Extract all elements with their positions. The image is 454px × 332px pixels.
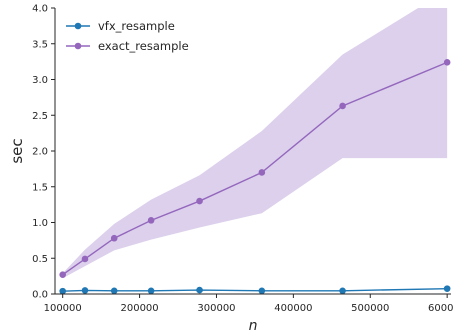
x-tick-label: 400000 [274, 303, 312, 314]
y-tick-label: 1.5 [32, 182, 48, 193]
y-tick-label: 2.5 [32, 111, 48, 122]
data-point-exact_resample [81, 255, 89, 263]
data-point-exact_resample [443, 59, 451, 66]
x-tick-label: 300000 [197, 303, 235, 314]
legend-marker-vfx_resample [74, 22, 82, 30]
data-point-vfx_resample [339, 287, 346, 294]
x-tick-label: 600000 [428, 303, 454, 314]
y-tick-label: 0.0 [32, 290, 48, 301]
data-point-vfx_resample [81, 287, 89, 294]
x-tick-label: 200000 [120, 303, 158, 314]
legend-label-vfx_resample: vfx_resample [98, 19, 175, 33]
y-tick-label: 1.0 [32, 218, 48, 229]
series-line-vfx_resample [62, 287, 448, 292]
series-line-layer [59, 59, 451, 294]
confidence-band-layer [62, 8, 448, 279]
series-line-exact_resample [62, 61, 448, 276]
data-point-vfx_resample [110, 287, 118, 294]
y-tick-label: 0.5 [32, 254, 48, 265]
y-axis-title: sec [8, 138, 26, 163]
data-point-exact_resample [59, 271, 66, 278]
data-point-exact_resample [196, 197, 203, 205]
data-point-exact_resample [258, 169, 266, 176]
data-point-exact_resample [147, 217, 155, 224]
y-tick-label: 3.5 [32, 39, 48, 50]
data-point-vfx_resample [443, 285, 451, 292]
y-tick-label: 2.0 [32, 147, 48, 158]
tick-layer: 0.0 0.5 1.0 1.5 2.0 2.5 3.0 3.5 4.0 100000 200000 3… [32, 4, 454, 315]
x-tick-label: 100000 [44, 303, 82, 314]
data-point-exact_resample [110, 234, 118, 242]
data-point-vfx_resample [59, 287, 66, 294]
legend: vfx_resample exact_resample [66, 19, 189, 53]
x-axis-title: n [249, 318, 258, 332]
legend-marker-exact_resample [74, 42, 82, 50]
y-tick-label: 4.0 [32, 4, 48, 15]
legend-label-exact_resample: exact_resample [98, 39, 189, 53]
data-point-exact_resample [339, 102, 346, 110]
x-tick-label: 500000 [351, 303, 389, 314]
data-point-vfx_resample [147, 287, 155, 294]
data-point-vfx_resample [196, 286, 203, 294]
data-point-vfx_resample [258, 287, 266, 294]
confidence-band-exact_resample [62, 8, 448, 279]
y-tick-label: 3.0 [32, 75, 48, 86]
